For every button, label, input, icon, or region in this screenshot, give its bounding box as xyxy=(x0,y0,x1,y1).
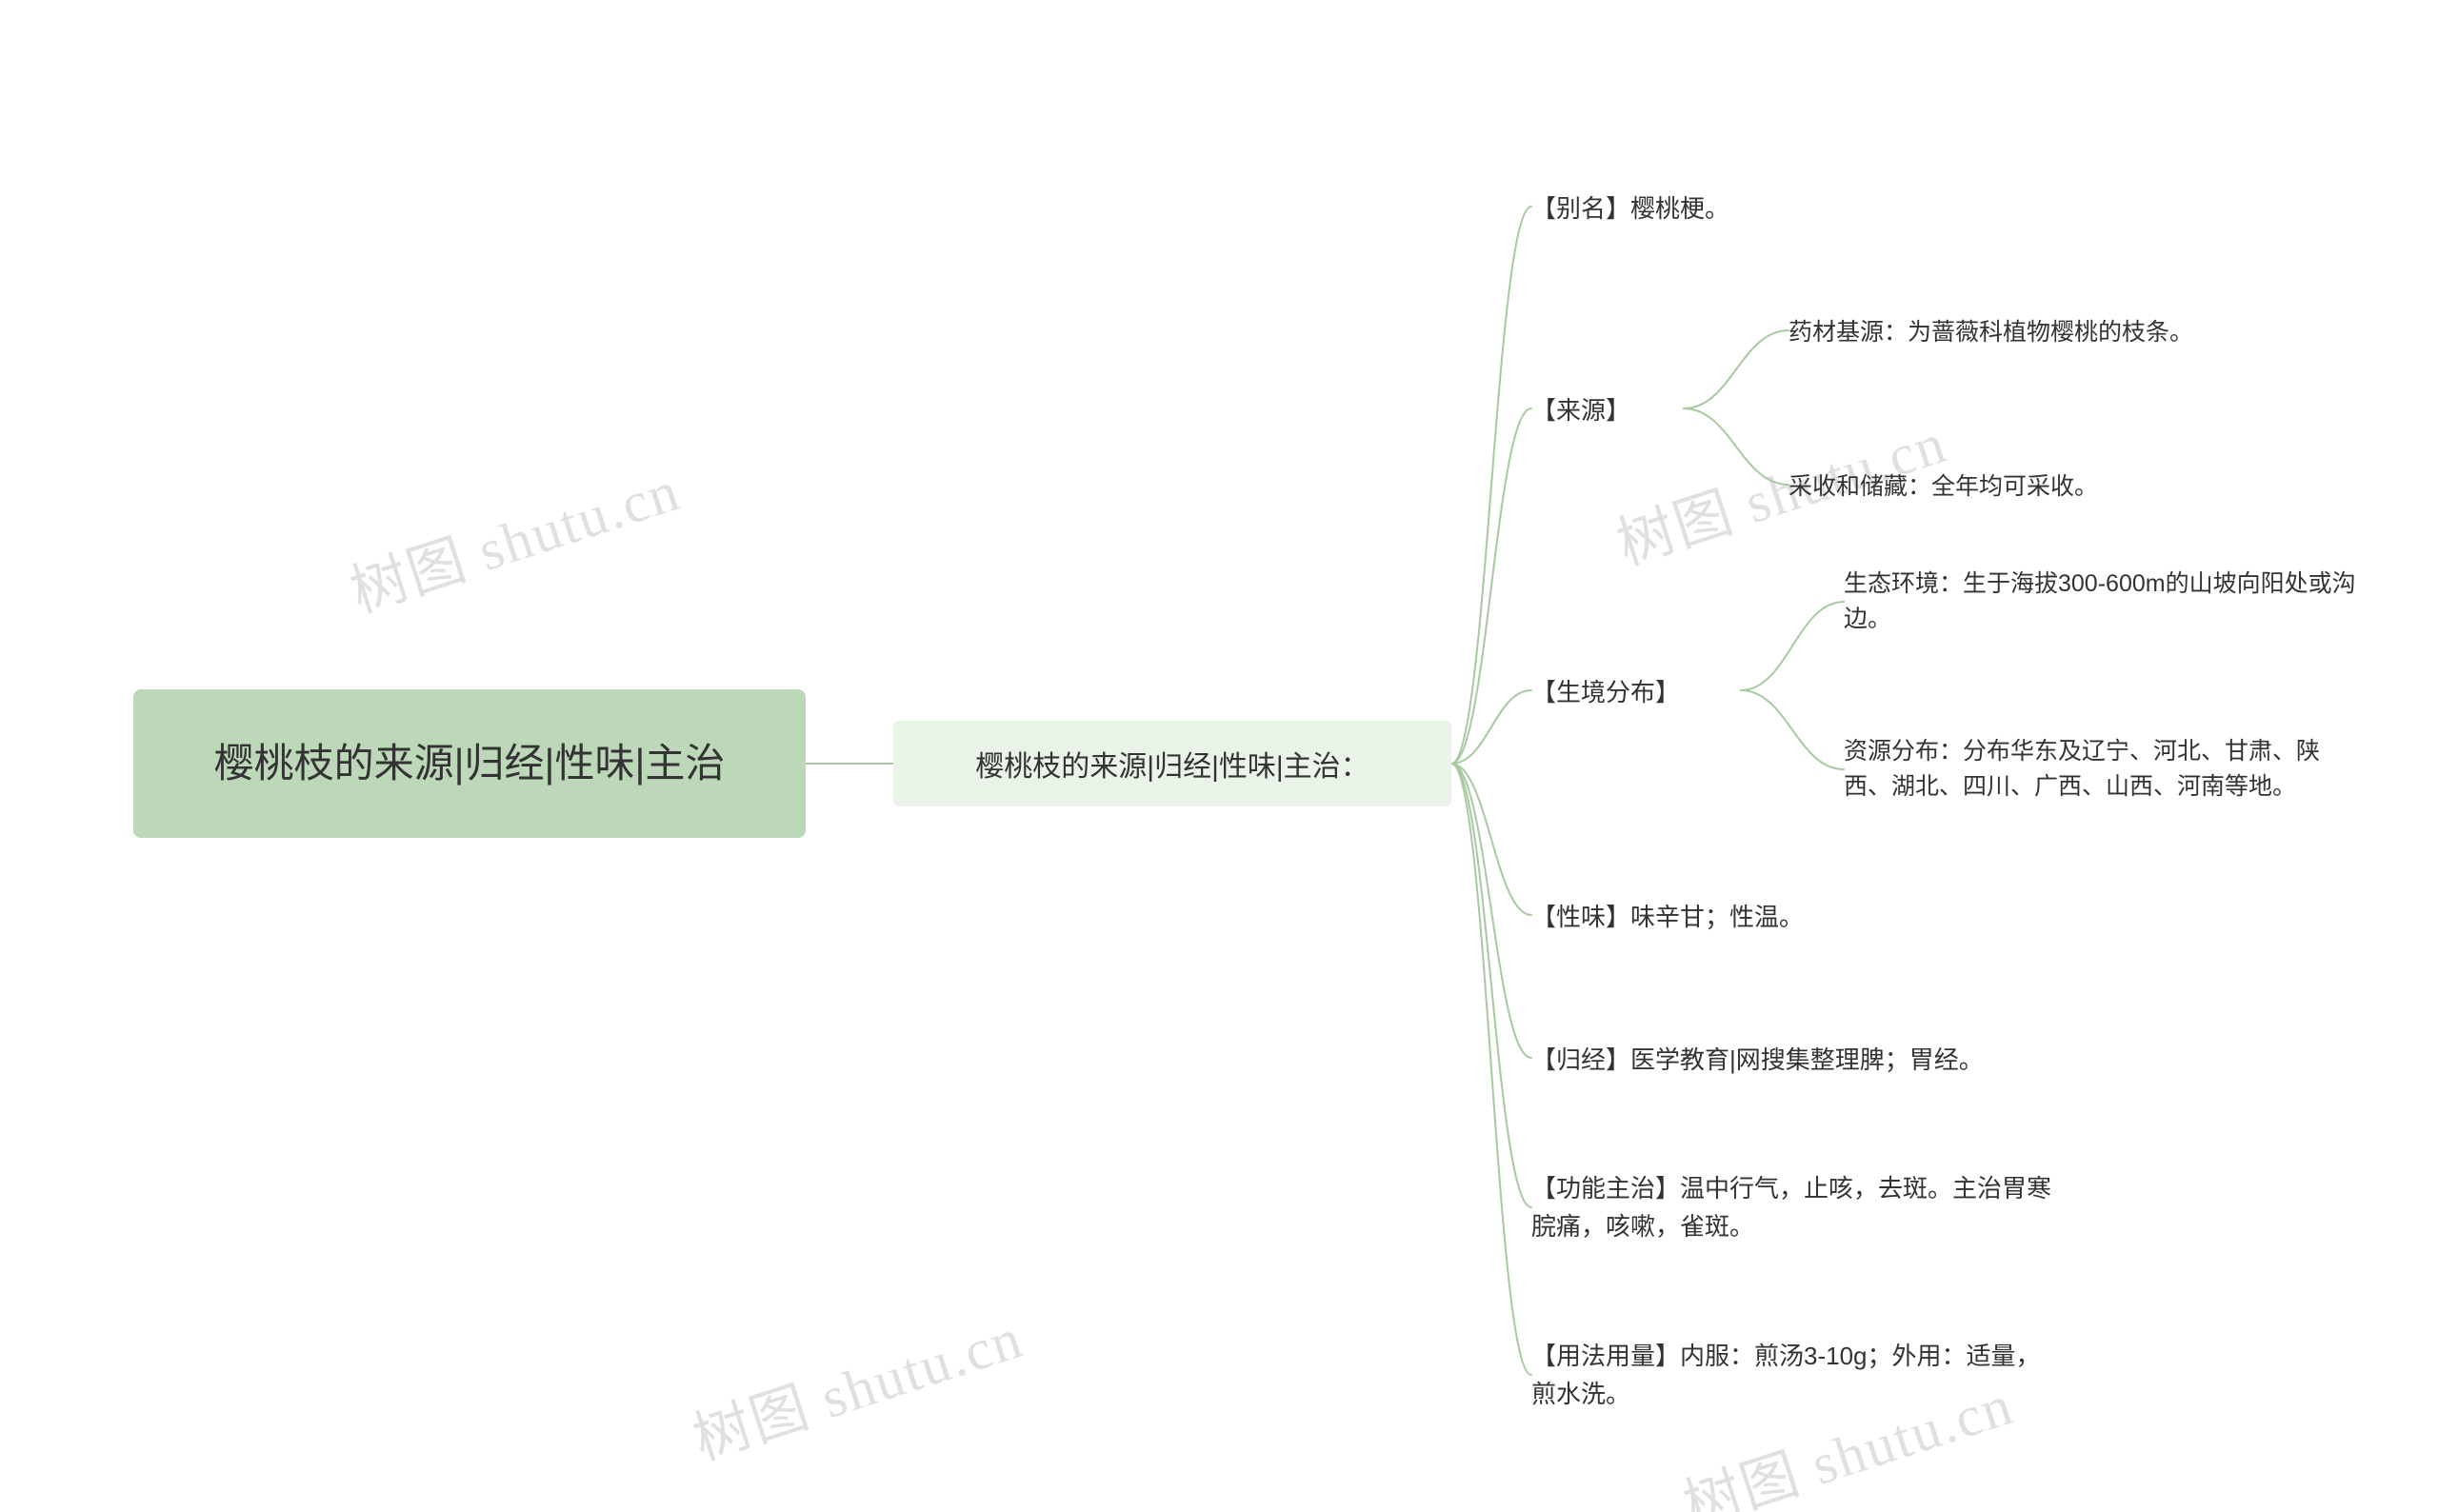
node-usage-label: 【用法用量】内服：煎汤3-10g；外用：适量，煎水洗。 xyxy=(1531,1337,2065,1414)
node-meridian-label: 【归经】医学教育|网搜集整理脾；胃经。 xyxy=(1531,1041,1984,1076)
node-habitat-env[interactable]: 生态环境：生于海拔300-600m的山坡向阳处或沟边。 xyxy=(1844,558,2358,646)
root-node-label: 樱桃枝的来源|归经|性味|主治 xyxy=(214,735,726,793)
mindmap-canvas: 树图 shutu.cn 树图 shutu.cn 树图 shutu.cn 树图 s… xyxy=(0,0,2438,1512)
node-source[interactable]: 【来源】 xyxy=(1531,385,1684,432)
node-source-harvest[interactable]: 采收和储藏：全年均可采收。 xyxy=(1789,461,2284,508)
node-source-origin[interactable]: 药材基源：为蔷薇科植物樱桃的枝条。 xyxy=(1789,307,2284,354)
node-habitat-env-label: 生态环境：生于海拔300-600m的山坡向阳处或沟边。 xyxy=(1844,567,2358,638)
node-source-origin-label: 药材基源：为蔷薇科植物樱桃的枝条。 xyxy=(1789,313,2193,348)
watermark: 树图 shutu.cn xyxy=(338,445,689,629)
watermark: 树图 shutu.cn xyxy=(681,1292,1031,1477)
node-habitat[interactable]: 【生境分布】 xyxy=(1531,666,1741,714)
node-function-label: 【功能主治】温中行气，止咳，去斑。主治胃寒脘痛，咳嗽，雀斑。 xyxy=(1531,1169,2065,1246)
root-node[interactable]: 樱桃枝的来源|归经|性味|主治 xyxy=(133,689,806,838)
node-taste[interactable]: 【性味】味辛甘；性温。 xyxy=(1531,891,2046,939)
node-function[interactable]: 【功能主治】温中行气，止咳，去斑。主治胃寒脘痛，咳嗽，雀斑。 xyxy=(1531,1164,2065,1251)
node-source-harvest-label: 采收和储藏：全年均可采收。 xyxy=(1789,468,2098,502)
node-meridian[interactable]: 【归经】医学教育|网搜集整理脾；胃经。 xyxy=(1531,1034,2065,1082)
node-taste-label: 【性味】味辛甘；性温。 xyxy=(1531,898,1804,933)
node-habitat-label: 【生境分布】 xyxy=(1531,673,1680,708)
node-usage[interactable]: 【用法用量】内服：煎汤3-10g；外用：适量，煎水洗。 xyxy=(1531,1331,2065,1419)
node-alias-label: 【别名】樱桃梗。 xyxy=(1531,189,1729,225)
node-habitat-dist[interactable]: 资源分布：分布华东及辽宁、河北、甘肃、陕西、湖北、四川、广西、山西、河南等地。 xyxy=(1844,726,2358,813)
node-source-label: 【来源】 xyxy=(1531,391,1630,427)
node-habitat-dist-label: 资源分布：分布华东及辽宁、河北、甘肃、陕西、湖北、四川、广西、山西、河南等地。 xyxy=(1844,734,2358,806)
level1-node-label: 樱桃枝的来源|归经|性味|主治： xyxy=(975,743,1369,785)
node-alias[interactable]: 【别名】樱桃梗。 xyxy=(1531,183,2046,230)
level1-node[interactable]: 樱桃枝的来源|归经|性味|主治： xyxy=(893,721,1451,806)
